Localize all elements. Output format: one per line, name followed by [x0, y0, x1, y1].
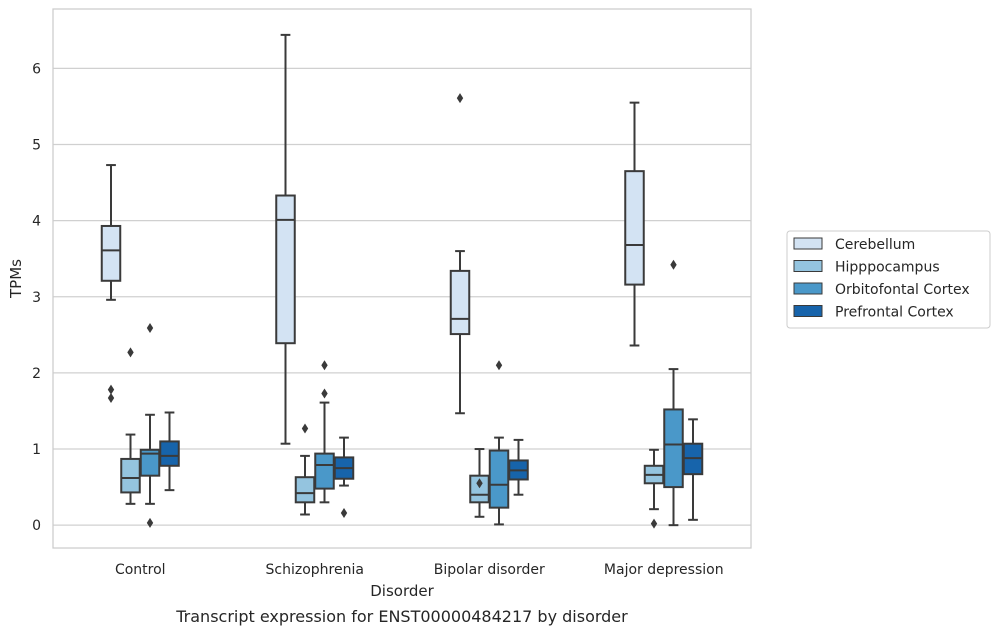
legend-item: Hipppocampus — [793, 260, 940, 276]
y-tick-label: 3 — [32, 290, 41, 306]
box-cerebellum-bipolar-disorder — [449, 93, 471, 415]
y-tick-label: 6 — [32, 61, 41, 77]
outlier-point — [650, 518, 658, 529]
y-tick-labels: 0 1 2 3 4 5 6 — [32, 61, 41, 534]
legend-swatch — [793, 237, 823, 250]
legend-label: Prefrontal Cortex — [835, 305, 954, 321]
y-axis-label: TPMs — [7, 259, 25, 299]
box-hipppocampus-major-depression — [643, 448, 665, 529]
legend-item: Orbitofontal Cortex — [793, 282, 970, 298]
box-prefrontal-cortex-major-depression — [682, 418, 704, 521]
box-cerebellum-major-depression — [624, 101, 645, 347]
box-prefrontal-cortex-control — [159, 411, 180, 492]
box-hipppocampus-schizophrenia — [294, 423, 316, 516]
legend-swatch — [793, 305, 823, 317]
chart-caption: Transcript expression for ENST0000048421… — [175, 607, 628, 626]
y-tick-label: 4 — [32, 214, 41, 230]
y-tick-label: 1 — [32, 442, 41, 458]
box-orbitofontal-cortex-control — [139, 322, 161, 528]
box-iqr — [275, 194, 296, 345]
outlier-point — [340, 507, 348, 518]
box-iqr — [663, 408, 684, 489]
legend-label: Orbitofontal Cortex — [835, 282, 970, 298]
outlier-point — [146, 517, 154, 528]
legend: Cerebellum Hipppocampus Orbitofontal Corte… — [786, 230, 991, 329]
outlier-point — [670, 259, 677, 270]
plot-frame — [52, 8, 752, 549]
box-iqr — [449, 269, 471, 336]
x-axis-label: Disorder — [370, 582, 434, 600]
y-tick-label: 0 — [32, 518, 41, 534]
box-iqr — [314, 452, 335, 490]
box-orbitofontal-cortex-schizophrenia — [314, 360, 335, 504]
x-tick-label: Bipolar disorder — [434, 562, 545, 578]
x-tick-label: Schizophrenia — [266, 562, 364, 578]
box-iqr — [294, 476, 316, 504]
outlier-point — [456, 93, 464, 104]
box-cerebellum-schizophrenia — [275, 33, 296, 445]
y-tick-label: 5 — [32, 138, 41, 154]
box-iqr — [624, 170, 645, 286]
legend-item: Cerebellum — [793, 237, 915, 253]
outlier-point — [495, 360, 503, 371]
box-prefrontal-cortex-bipolar-disorder — [508, 438, 529, 496]
box-hipppocampus-control — [120, 347, 141, 505]
box-orbitofontal-cortex-major-depression — [663, 259, 684, 527]
x-tick-labels: Control Schizophrenia Bipolar disorder Majo… — [115, 562, 724, 578]
x-tick-label: Control — [115, 562, 166, 578]
box-iqr — [488, 449, 510, 509]
box-iqr — [159, 440, 180, 467]
outlier-point — [146, 322, 154, 333]
outlier-point — [321, 360, 328, 371]
box-iqr — [120, 457, 141, 494]
x-tick-label: Major depression — [604, 562, 724, 578]
legend-label: Hipppocampus — [835, 260, 940, 276]
outlier-point — [107, 393, 115, 404]
legend-frame — [786, 230, 991, 329]
box-plot-marks — [100, 33, 704, 529]
legend-label: Cerebellum — [835, 237, 915, 253]
legend-swatch — [793, 260, 823, 272]
box-cerebellum-control — [100, 164, 122, 404]
y-tick-label: 2 — [32, 366, 41, 382]
outlier-point — [321, 388, 328, 399]
outlier-point — [476, 478, 483, 489]
outlier-point — [107, 384, 115, 395]
outlier-point — [301, 423, 309, 434]
legend-item: Prefrontal Cortex — [793, 305, 954, 321]
box-orbitofontal-cortex-bipolar-disorder — [488, 360, 510, 526]
box-hipppocampus-bipolar-disorder — [469, 448, 490, 518]
legend-swatch — [793, 282, 823, 295]
box-iqr — [100, 224, 122, 282]
outlier-point — [127, 347, 134, 358]
box-prefrontal-cortex-schizophrenia — [333, 436, 355, 518]
